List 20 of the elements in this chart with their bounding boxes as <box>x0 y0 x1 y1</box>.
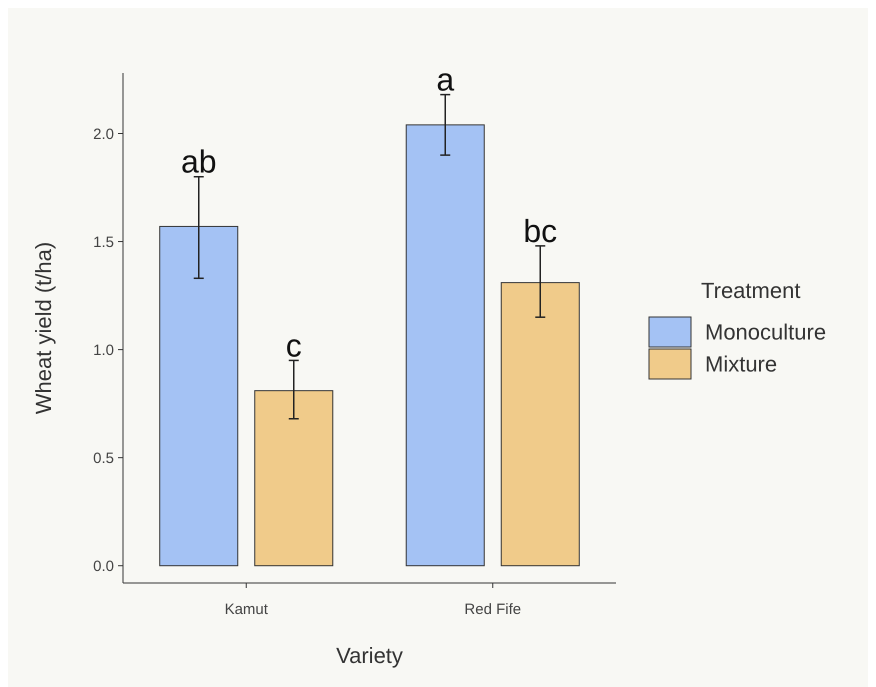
y-axis-title: Wheat yield (t/ha) <box>31 242 56 414</box>
x-tick-label: Red Fife <box>464 601 522 618</box>
annotation: ab <box>180 144 217 180</box>
bar <box>254 390 334 566</box>
legend-title: Treatment <box>701 278 800 303</box>
x-axis-title: Variety <box>336 643 403 668</box>
annotation: a <box>436 62 454 98</box>
y-tick-label: 2.0 <box>93 126 114 143</box>
bar <box>406 124 485 566</box>
y-tick-label: 1.5 <box>93 234 114 251</box>
annotation: c <box>286 327 302 364</box>
annotation: bc <box>523 212 558 249</box>
legend-label: Monoculture <box>705 320 826 345</box>
x-tick-label: Kamut <box>224 601 269 618</box>
legend-label: Mixture <box>705 352 778 377</box>
y-tick-label: 0.0 <box>93 558 114 575</box>
bar <box>159 226 238 566</box>
y-tick-label: 1.0 <box>93 342 114 359</box>
bar <box>500 282 580 566</box>
y-tick-label: 0.5 <box>93 450 114 467</box>
